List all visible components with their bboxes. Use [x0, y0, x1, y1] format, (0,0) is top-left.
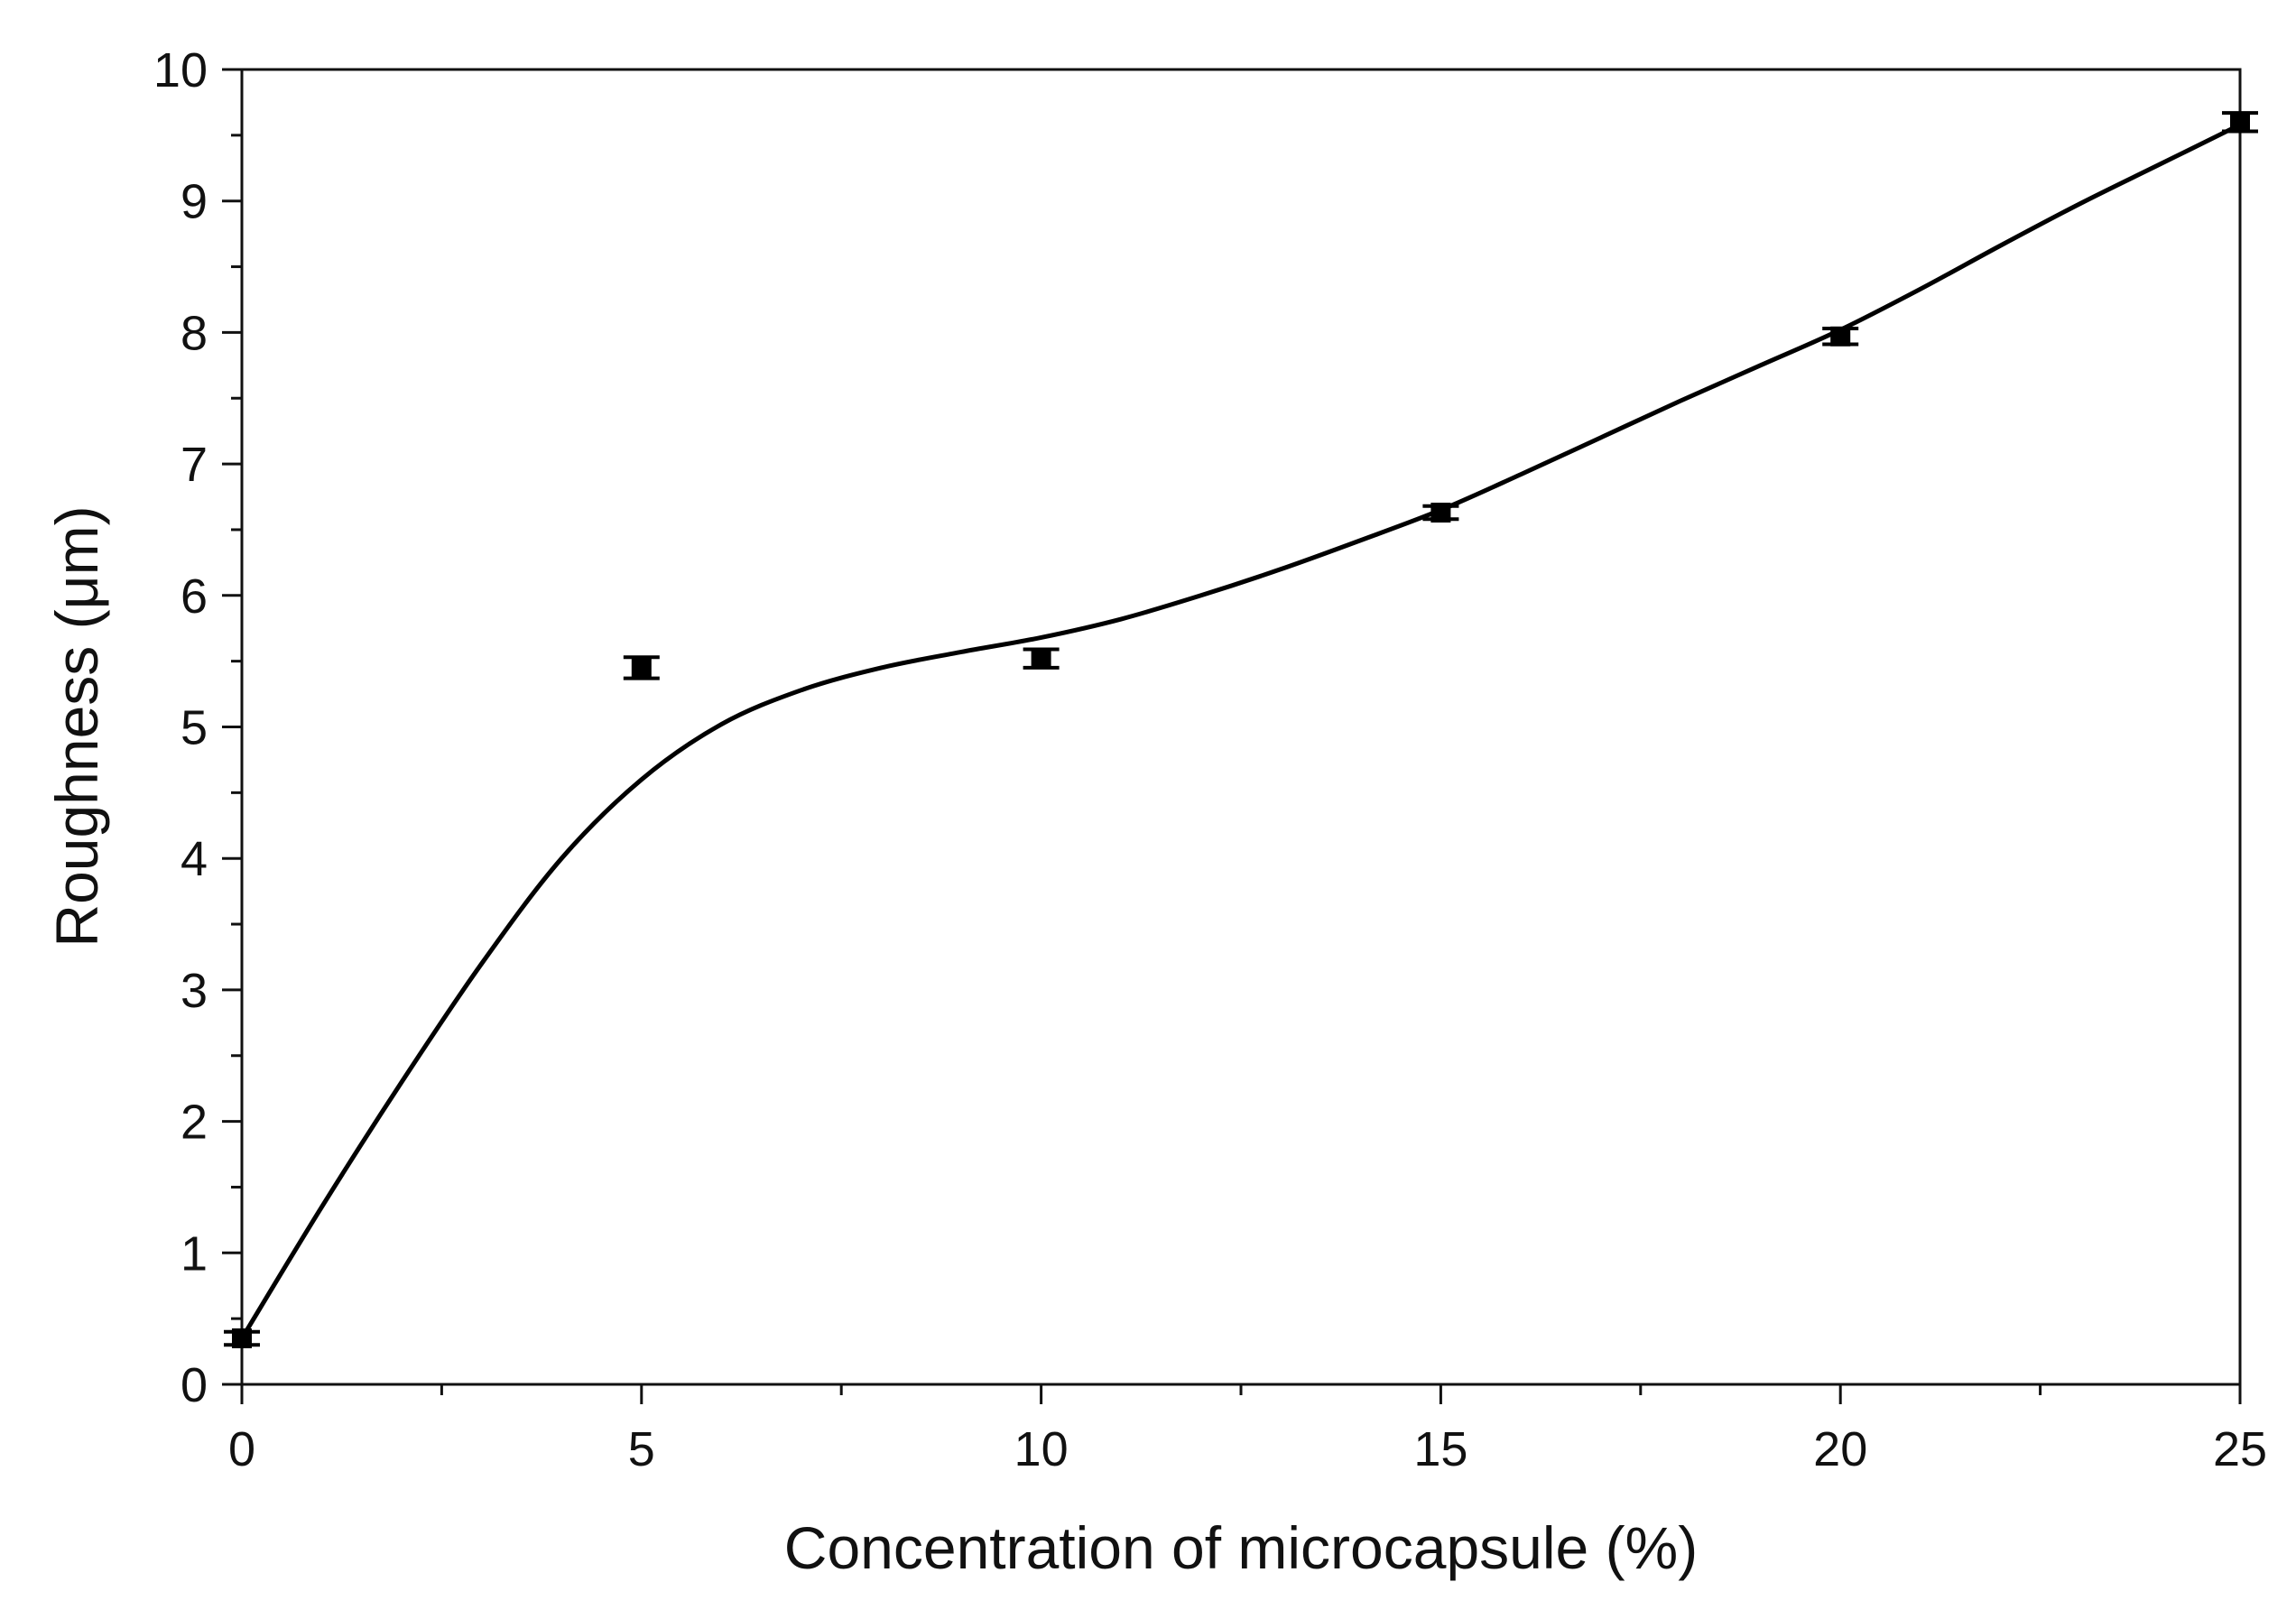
- y-tick-label: 5: [181, 701, 208, 755]
- x-tick-label: 10: [1014, 1422, 1069, 1476]
- y-tick-label: 8: [181, 306, 208, 360]
- y-tick-label: 3: [181, 964, 208, 1018]
- y-tick-label: 4: [181, 832, 208, 886]
- plot-frame: [240, 68, 2242, 1386]
- data-point: [1031, 648, 1051, 669]
- x-tick-label: 25: [2213, 1422, 2267, 1476]
- data-point: [1830, 326, 1851, 347]
- fit-curve: [239, 122, 2242, 1340]
- y-tick-label: 9: [181, 175, 208, 229]
- axis-tick-labels: 0 5 10 15 20 25 0 1 2 3 4 5 6 7 8 9 10: [153, 43, 2267, 1476]
- y-tick-label: 0: [181, 1358, 208, 1412]
- y-axis-title: Roughness (μm): [43, 505, 110, 947]
- y-tick-label: 6: [181, 569, 208, 624]
- x-tick-label: 5: [628, 1422, 655, 1476]
- y-tick-label: 1: [181, 1226, 208, 1281]
- x-axis-title: Concentration of microcapsule (%): [784, 1514, 1698, 1581]
- y-tick-label: 7: [181, 438, 208, 492]
- x-tick-label: 0: [228, 1422, 255, 1476]
- x-tick-label: 15: [1413, 1422, 1467, 1476]
- axis-ticks: [222, 68, 2242, 1404]
- y-tick-label: 2: [181, 1096, 208, 1150]
- data-point: [631, 657, 652, 678]
- data-point: [2230, 112, 2250, 133]
- y-tick-label: 10: [153, 43, 208, 97]
- data-point: [1430, 503, 1451, 523]
- x-tick-label: 20: [1813, 1422, 1867, 1476]
- data-points: [224, 111, 2258, 1349]
- data-point: [232, 1328, 252, 1349]
